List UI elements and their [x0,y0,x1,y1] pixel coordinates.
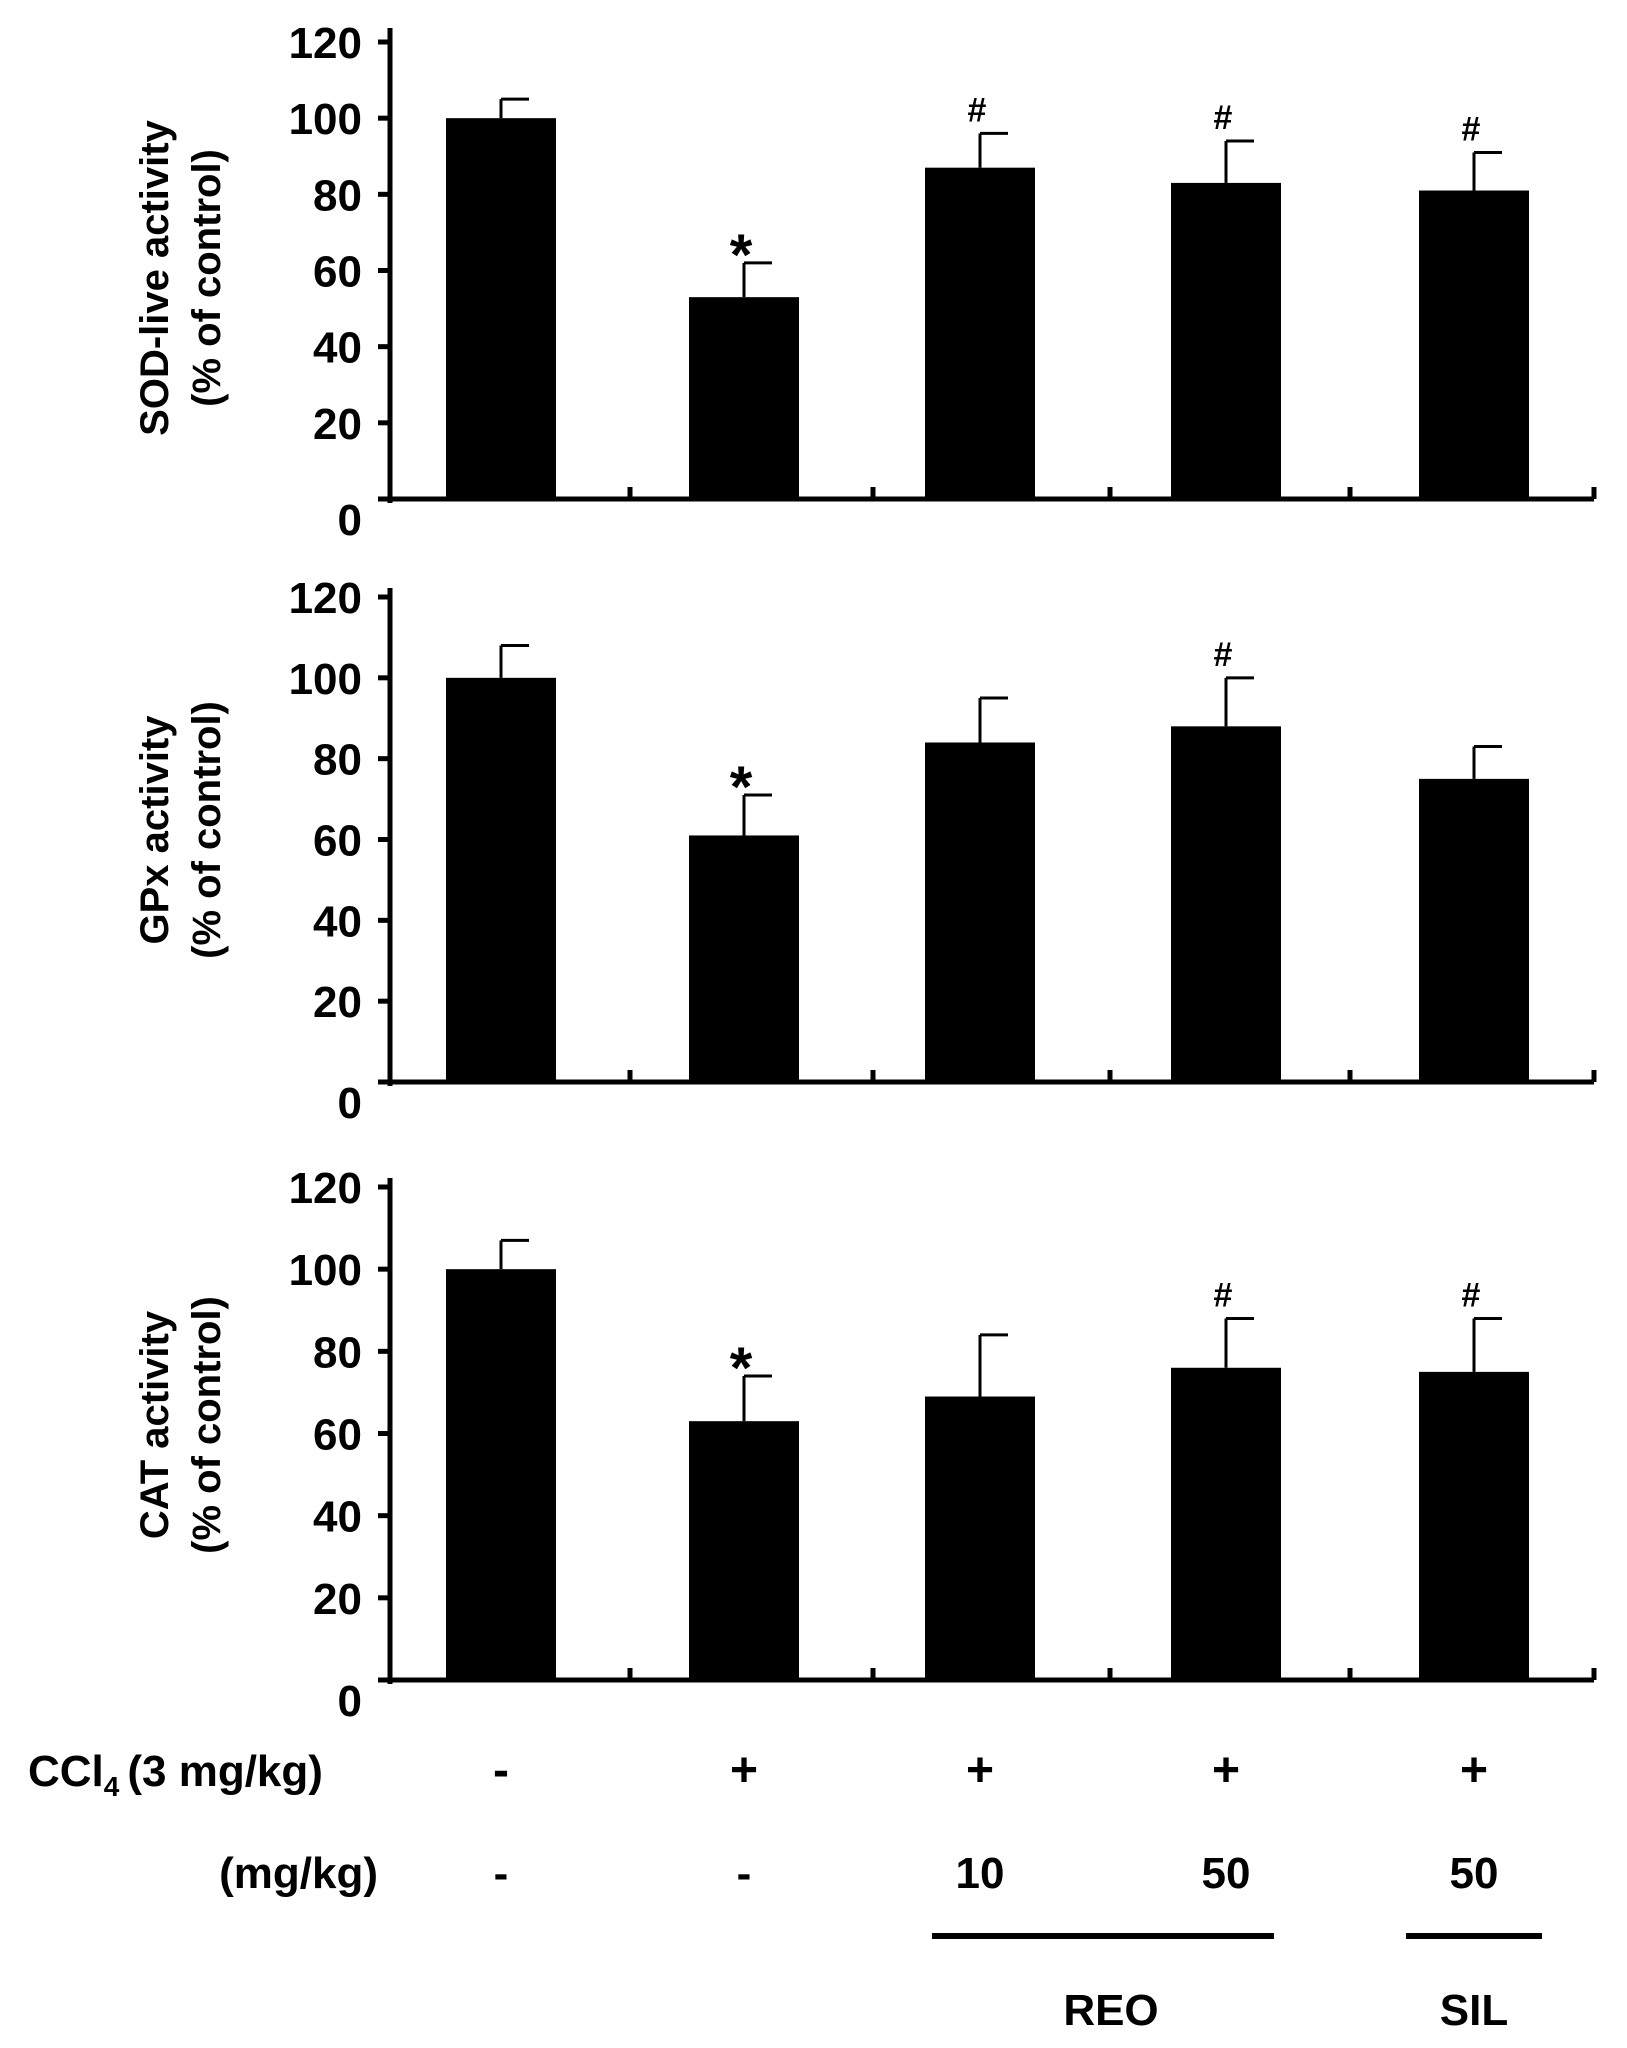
sod-bar-1 [446,118,556,500]
sod-y-tick-label: 100 [289,95,362,144]
gpx-panel: GPx activity (% of control) 0 20 40 60 80 100… [133,574,1597,1128]
gpx-y-tick-label: 120 [289,574,362,623]
gpx-significance-4: # [1214,636,1233,674]
sod-significance-5: # [1462,110,1481,148]
gpx-bar-2 [689,835,799,1082]
group-label-sil: SIL [1440,1986,1508,2035]
gpx-y-tick-label: 60 [313,817,362,866]
ccl4-subscript: 4 [104,1771,120,1802]
gpx-bar-4 [1171,726,1281,1082]
sod-significance-3: # [968,91,987,129]
cat-bar-3 [925,1396,1035,1680]
cat-bar-1 [446,1269,556,1680]
dose-value: 50 [1450,1849,1499,1898]
cat-significance-4: # [1214,1276,1233,1314]
ccl4-dose: (3 mg/kg) [127,1747,323,1796]
gpx-y-tick-label: 100 [289,655,362,704]
cat-y-tick-label: 20 [313,1575,362,1624]
sod-bar-3 [925,167,1035,500]
dose-value: - [494,1849,509,1898]
cat-y-tick-label: 60 [313,1411,362,1460]
group-label-reo: REO [1063,1986,1158,2035]
gpx-y-tick-label: 40 [313,897,362,946]
dose-row-label: (mg/kg) [219,1849,378,1898]
cat-bar-2 [689,1421,799,1680]
gpx-y-tick-label: 80 [313,736,362,785]
cat-y-tick-label: 100 [289,1246,362,1295]
ccl4-value: + [730,1744,758,1797]
cat-y-tick-label: 0 [338,1677,362,1726]
cat-y-tick-label: 120 [289,1164,362,1213]
cat-bar-4 [1171,1367,1281,1680]
ccl4-label: CCl [28,1747,104,1796]
sod-y-tick-label: 20 [313,400,362,449]
gpx-y-tick-label: 20 [313,978,362,1027]
cat-ylabel: CAT activity [133,1310,177,1539]
cat-significance-5: # [1462,1276,1481,1314]
gpx-bar-3 [925,742,1035,1082]
ccl4-value: + [1460,1744,1488,1797]
sod-significance-2: * [730,223,753,288]
cat-significance-2: * [730,1336,753,1401]
ccl4-value: + [1212,1744,1240,1797]
sod-ylabel-unit: (% of control) [185,149,229,407]
gpx-bar-1 [446,677,556,1082]
treatment-table: CCl4 (3 mg/kg) (mg/kg) - + + + + - - 10 50 50 REO… [28,1744,1542,2035]
gpx-bar-5 [1419,778,1529,1082]
cat-y-tick-label: 80 [313,1328,362,1377]
sod-y-tick-label: 120 [289,19,362,68]
sod-significance-4: # [1214,99,1233,137]
group-brackets: REO SIL [932,1933,1542,2035]
gpx-ylabel: GPx activity [133,715,177,945]
cat-y-tick-label: 40 [313,1493,362,1542]
sod-bar-4 [1171,182,1281,500]
ccl4-value: + [966,1744,994,1797]
sod-y-tick-label: 80 [313,171,362,220]
sod-bar-2 [689,297,799,499]
gpx-y-tick-label: 0 [338,1079,362,1128]
dose-value: - [737,1849,752,1898]
cat-bar-5 [1419,1371,1529,1680]
cat-ylabel-unit: (% of control) [185,1296,229,1554]
ccl4-value: - [493,1744,509,1797]
dose-value: 10 [956,1849,1005,1898]
sod-ylabel: SOD-live activity [133,119,177,435]
dose-value: 50 [1202,1849,1251,1898]
sod-y-tick-label: 0 [338,496,362,545]
dose-values: - - 10 50 50 [494,1849,1499,1898]
cat-panel: CAT activity (% of control) 0 20 40 60 80 100… [133,1164,1597,1726]
gpx-significance-2: * [730,755,753,820]
sod-y-tick-label: 60 [313,248,362,297]
sod-bar-5 [1419,190,1529,499]
ccl4-row-label: CCl4 (3 mg/kg) [28,1747,323,1802]
ccl4-values: - + + + + [493,1744,1488,1797]
sod-panel: SOD-live activity (% of control) 0 20 40 60… [133,19,1597,545]
gpx-ylabel-unit: (% of control) [185,701,229,959]
sod-y-tick-label: 40 [313,324,362,373]
